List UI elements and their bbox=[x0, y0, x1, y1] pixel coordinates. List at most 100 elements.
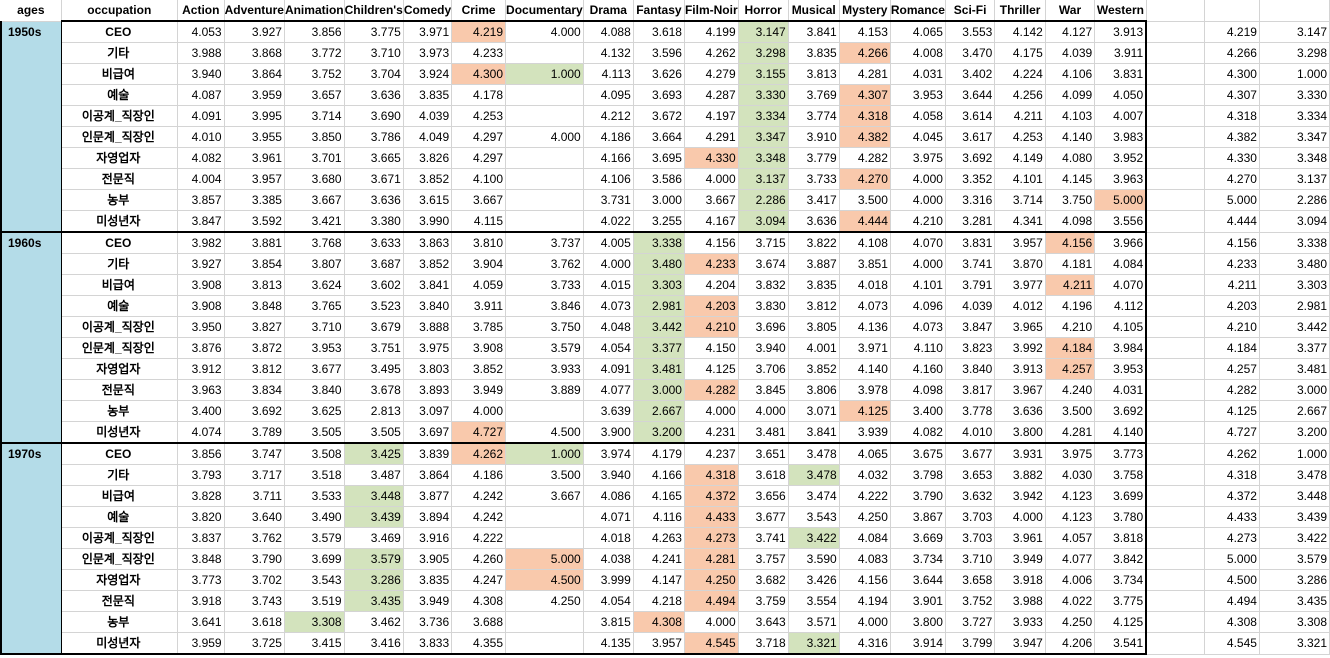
max-cell[interactable]: 4.210 bbox=[1204, 316, 1260, 338]
value-cell[interactable]: 4.008 bbox=[890, 42, 946, 64]
value-cell[interactable]: 4.291 bbox=[684, 126, 739, 148]
value-cell[interactable]: 3.439 bbox=[344, 506, 404, 528]
value-cell[interactable]: 4.000 bbox=[738, 400, 789, 422]
header-blank[interactable] bbox=[1259, 0, 1330, 22]
value-cell[interactable]: 3.971 bbox=[403, 20, 453, 43]
value-cell[interactable]: 3.957 bbox=[994, 231, 1046, 254]
value-cell[interactable]: 3.940 bbox=[738, 337, 789, 359]
value-cell[interactable]: 3.995 bbox=[224, 105, 285, 127]
value-cell[interactable]: 4.073 bbox=[890, 316, 946, 338]
value-cell[interactable]: 4.096 bbox=[890, 295, 946, 317]
value-cell[interactable]: 3.715 bbox=[738, 231, 789, 254]
value-cell[interactable]: 3.733 bbox=[788, 168, 840, 190]
value-cell[interactable]: 3.725 bbox=[224, 632, 285, 655]
occupation-cell[interactable]: 이공계_직장인 bbox=[61, 527, 178, 549]
max-cell[interactable]: 4.372 bbox=[1204, 485, 1260, 507]
header-genre[interactable]: Children's bbox=[344, 0, 404, 22]
min-cell[interactable]: 3.480 bbox=[1259, 253, 1330, 275]
value-cell[interactable]: 3.949 bbox=[994, 548, 1046, 570]
value-cell[interactable]: 3.298 bbox=[738, 42, 789, 64]
max-cell[interactable]: 5.000 bbox=[1204, 189, 1260, 211]
value-cell[interactable]: 3.448 bbox=[344, 485, 404, 507]
value-cell[interactable]: 3.633 bbox=[344, 231, 404, 254]
value-cell[interactable]: 3.820 bbox=[177, 506, 225, 528]
value-cell[interactable]: 3.653 bbox=[945, 464, 996, 486]
value-cell[interactable]: 4.253 bbox=[994, 126, 1046, 148]
value-cell[interactable]: 3.978 bbox=[839, 379, 891, 401]
value-cell[interactable] bbox=[505, 632, 584, 655]
value-cell[interactable]: 3.840 bbox=[403, 295, 453, 317]
value-cell[interactable]: 4.287 bbox=[684, 84, 739, 106]
header-genre[interactable]: Western bbox=[1094, 0, 1147, 22]
value-cell[interactable]: 4.132 bbox=[583, 42, 634, 64]
value-cell[interactable]: 3.848 bbox=[177, 548, 225, 570]
value-cell[interactable]: 4.181 bbox=[1045, 253, 1096, 275]
value-cell[interactable]: 3.400 bbox=[177, 400, 225, 422]
value-cell[interactable]: 4.500 bbox=[505, 421, 584, 444]
value-cell[interactable]: 3.469 bbox=[344, 527, 404, 549]
empty-cell[interactable] bbox=[1146, 421, 1205, 444]
value-cell[interactable]: 4.156 bbox=[839, 569, 891, 591]
value-cell[interactable]: 4.153 bbox=[839, 20, 891, 43]
value-cell[interactable]: 3.850 bbox=[284, 126, 345, 148]
value-cell[interactable]: 4.058 bbox=[890, 105, 946, 127]
value-cell[interactable]: 4.219 bbox=[451, 20, 507, 43]
value-cell[interactable]: 4.127 bbox=[1045, 20, 1096, 43]
value-cell[interactable]: 4.049 bbox=[403, 126, 453, 148]
value-cell[interactable]: 3.952 bbox=[1094, 147, 1148, 169]
value-cell[interactable]: 4.101 bbox=[890, 274, 946, 296]
value-cell[interactable]: 3.641 bbox=[177, 611, 225, 633]
value-cell[interactable]: 4.179 bbox=[633, 442, 685, 465]
value-cell[interactable]: 3.762 bbox=[224, 527, 285, 549]
value-cell[interactable]: 3.851 bbox=[839, 253, 891, 275]
max-cell[interactable]: 4.282 bbox=[1204, 379, 1260, 401]
min-cell[interactable]: 3.347 bbox=[1259, 126, 1330, 148]
value-cell[interactable]: 4.095 bbox=[583, 84, 634, 106]
value-cell[interactable]: 4.433 bbox=[684, 506, 739, 528]
value-cell[interactable]: 3.400 bbox=[890, 400, 946, 422]
value-cell[interactable]: 3.966 bbox=[1094, 231, 1148, 254]
value-cell[interactable]: 3.664 bbox=[633, 126, 685, 148]
value-cell[interactable]: 4.059 bbox=[451, 274, 507, 296]
value-cell[interactable]: 3.636 bbox=[344, 84, 404, 106]
value-cell[interactable]: 4.125 bbox=[684, 358, 739, 380]
value-cell[interactable]: 3.828 bbox=[177, 485, 225, 507]
value-cell[interactable]: 4.167 bbox=[684, 210, 739, 233]
value-cell[interactable]: 4.098 bbox=[890, 379, 946, 401]
value-cell[interactable]: 4.057 bbox=[1045, 527, 1096, 549]
value-cell[interactable]: 3.833 bbox=[403, 632, 453, 655]
value-cell[interactable]: 4.004 bbox=[177, 168, 225, 190]
value-cell[interactable]: 3.500 bbox=[839, 189, 891, 211]
max-cell[interactable]: 4.266 bbox=[1204, 42, 1260, 64]
occupation-cell[interactable]: 비급여 bbox=[61, 485, 178, 507]
empty-cell[interactable] bbox=[1146, 126, 1205, 148]
value-cell[interactable]: 3.679 bbox=[344, 316, 404, 338]
max-cell[interactable]: 4.308 bbox=[1204, 611, 1260, 633]
value-cell[interactable]: 4.233 bbox=[684, 253, 739, 275]
value-cell[interactable]: 3.692 bbox=[945, 147, 996, 169]
value-cell[interactable]: 3.752 bbox=[284, 63, 345, 85]
value-cell[interactable]: 3.706 bbox=[738, 358, 789, 380]
value-cell[interactable]: 3.155 bbox=[738, 63, 789, 85]
max-cell[interactable]: 4.219 bbox=[1204, 21, 1260, 43]
value-cell[interactable]: 3.933 bbox=[505, 358, 584, 380]
value-cell[interactable]: 3.741 bbox=[738, 527, 789, 549]
value-cell[interactable]: 3.639 bbox=[583, 400, 634, 422]
value-cell[interactable]: 3.977 bbox=[994, 274, 1046, 296]
header-genre[interactable]: Fantasy bbox=[633, 0, 685, 22]
value-cell[interactable]: 3.990 bbox=[403, 210, 453, 233]
empty-cell[interactable] bbox=[1146, 295, 1205, 317]
value-cell[interactable]: 4.247 bbox=[451, 569, 507, 591]
value-cell[interactable]: 3.703 bbox=[945, 527, 996, 549]
age-group-cell[interactable]: 1960s bbox=[0, 232, 62, 444]
max-cell[interactable]: 4.300 bbox=[1204, 63, 1260, 85]
value-cell[interactable]: 4.250 bbox=[1045, 611, 1096, 633]
value-cell[interactable]: 3.523 bbox=[344, 295, 404, 317]
value-cell[interactable]: 3.799 bbox=[945, 632, 996, 655]
value-cell[interactable]: 3.348 bbox=[738, 147, 789, 169]
value-cell[interactable]: 4.297 bbox=[451, 126, 507, 148]
value-cell[interactable]: 1.000 bbox=[505, 63, 584, 85]
value-cell[interactable]: 3.823 bbox=[945, 337, 996, 359]
value-cell[interactable]: 3.949 bbox=[451, 379, 507, 401]
value-cell[interactable]: 3.736 bbox=[403, 611, 453, 633]
